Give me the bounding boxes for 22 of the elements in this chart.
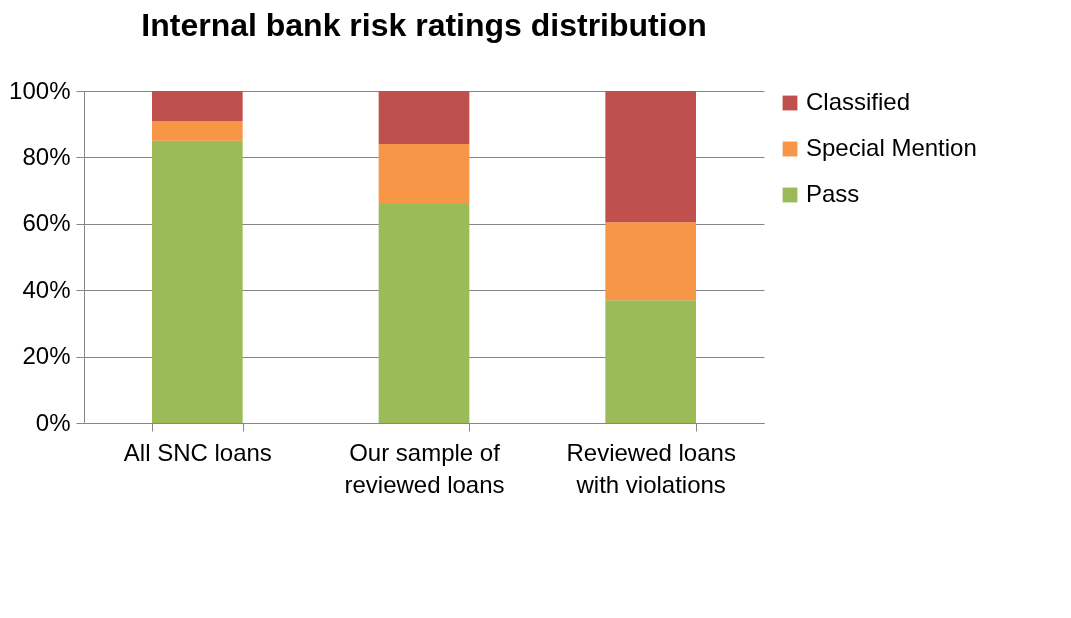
bar [378,144,470,204]
x-tick-label: Our sample of reviewed loans [344,438,505,498]
bar [605,300,696,423]
bar [378,91,470,145]
chart-title: Internal bank risk ratings distribution [141,7,707,43]
y-tick-label: 100% [9,76,71,104]
bar [152,140,243,423]
bar [378,203,470,423]
bar [152,120,243,141]
x-tick-label: All SNC loans [123,438,272,466]
legend-label: Pass [806,180,860,207]
legend-label: Special Mention [806,134,977,161]
y-tick-label: 20% [22,342,71,370]
y-tick-label: 80% [22,142,71,170]
bar [605,91,696,223]
x-tick-label: Reviewed loans with violations [566,438,736,498]
y-tick-label: 0% [35,408,71,436]
y-tick-label: 40% [22,275,71,303]
y-tick-label: 60% [22,209,71,237]
bar [605,222,696,301]
bar [152,91,243,121]
legend-label: Classified [806,88,911,115]
